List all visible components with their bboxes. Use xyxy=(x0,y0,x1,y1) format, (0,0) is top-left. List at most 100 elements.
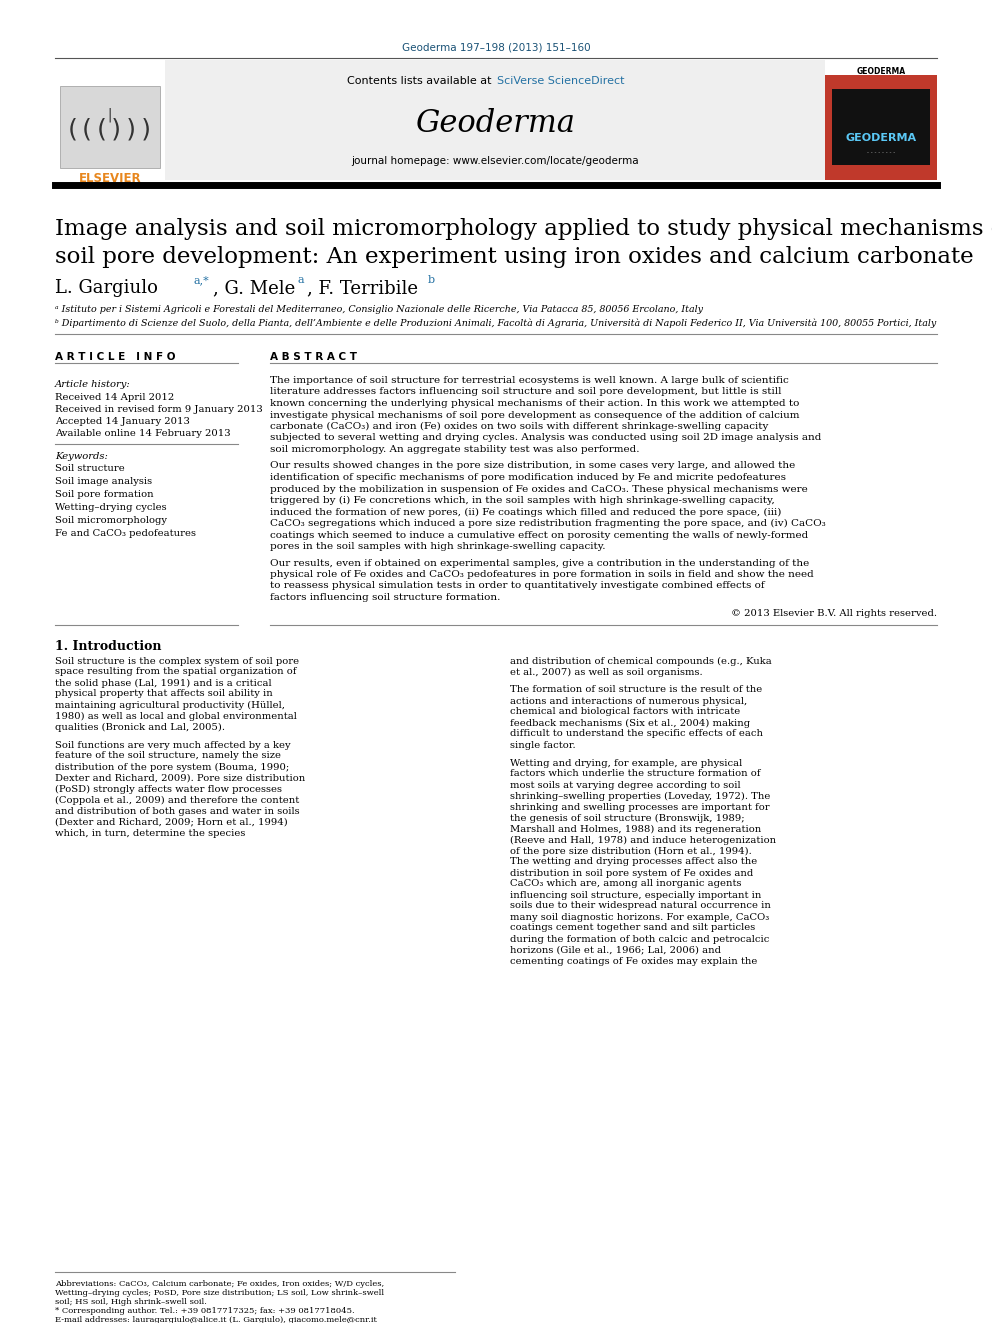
Text: Abbreviations: CaCO₃, Calcium carbonate; Fe oxides, Iron oxides; W/D cycles,: Abbreviations: CaCO₃, Calcium carbonate;… xyxy=(55,1279,384,1289)
Text: difficult to understand the specific effects of each: difficult to understand the specific eff… xyxy=(510,729,763,738)
Text: pores in the soil samples with high shrinkage-swelling capacity.: pores in the soil samples with high shri… xyxy=(270,542,605,550)
Text: soil micromorphology. An aggregate stability test was also performed.: soil micromorphology. An aggregate stabi… xyxy=(270,445,640,454)
Text: Received in revised form 9 January 2013: Received in revised form 9 January 2013 xyxy=(55,405,263,414)
FancyBboxPatch shape xyxy=(832,89,930,165)
Text: ᵃ Istituto per i Sistemi Agricoli e Forestali del Mediterraneo, Consiglio Nazion: ᵃ Istituto per i Sistemi Agricoli e Fore… xyxy=(55,306,703,314)
Text: Article history:: Article history: xyxy=(55,380,131,389)
Text: subjected to several wetting and drying cycles. Analysis was conducted using soi: subjected to several wetting and drying … xyxy=(270,434,821,442)
Text: ((())): ((())) xyxy=(65,118,155,142)
Text: maintaining agricultural productivity (Hüllel,: maintaining agricultural productivity (H… xyxy=(55,700,285,709)
Text: single factor.: single factor. xyxy=(510,741,575,750)
FancyBboxPatch shape xyxy=(165,60,825,180)
Text: distribution in soil pore system of Fe oxides and: distribution in soil pore system of Fe o… xyxy=(510,868,753,877)
Text: Soil pore formation: Soil pore formation xyxy=(55,490,154,499)
Text: physical property that affects soil ability in: physical property that affects soil abil… xyxy=(55,689,273,699)
Text: soil pore development: An experiment using iron oxides and calcium carbonate: soil pore development: An experiment usi… xyxy=(55,246,973,269)
Text: Wetting and drying, for example, are physical: Wetting and drying, for example, are phy… xyxy=(510,758,742,767)
Text: Available online 14 February 2013: Available online 14 February 2013 xyxy=(55,429,230,438)
Text: Dexter and Richard, 2009). Pore size distribution: Dexter and Richard, 2009). Pore size dis… xyxy=(55,774,306,782)
Text: The wetting and drying processes affect also the: The wetting and drying processes affect … xyxy=(510,857,757,867)
Text: Soil structure: Soil structure xyxy=(55,464,125,474)
Text: Soil functions are very much affected by a key: Soil functions are very much affected by… xyxy=(55,741,291,750)
Text: soils due to their widespread natural occurrence in: soils due to their widespread natural oc… xyxy=(510,901,771,910)
Text: GEODERMA: GEODERMA xyxy=(856,67,906,75)
Text: b: b xyxy=(428,275,435,284)
Text: space resulting from the spatial organization of: space resulting from the spatial organiz… xyxy=(55,668,297,676)
Text: during the formation of both calcic and petrocalcic: during the formation of both calcic and … xyxy=(510,934,770,943)
Text: to reassess physical simulation tests in order to quantitatively investigate com: to reassess physical simulation tests in… xyxy=(270,582,765,590)
Text: the solid phase (Lal, 1991) and is a critical: the solid phase (Lal, 1991) and is a cri… xyxy=(55,679,272,688)
Text: Image analysis and soil micromorphology applied to study physical mechanisms of: Image analysis and soil micromorphology … xyxy=(55,218,992,239)
Text: investigate physical mechanisms of soil pore development as consequence of the a: investigate physical mechanisms of soil … xyxy=(270,410,800,419)
Text: Soil micromorphology: Soil micromorphology xyxy=(55,516,167,525)
Text: Accepted 14 January 2013: Accepted 14 January 2013 xyxy=(55,417,189,426)
Text: carbonate (CaCO₃) and iron (Fe) oxides on two soils with different shrinkage-swe: carbonate (CaCO₃) and iron (Fe) oxides o… xyxy=(270,422,769,431)
Text: ELSEVIER: ELSEVIER xyxy=(78,172,141,185)
Text: Geoderma 197–198 (2013) 151–160: Geoderma 197–198 (2013) 151–160 xyxy=(402,42,590,52)
Text: (Dexter and Richard, 2009; Horn et al., 1994): (Dexter and Richard, 2009; Horn et al., … xyxy=(55,818,288,827)
Text: CaCO₃ segregations which induced a pore size redistribution fragmenting the pore: CaCO₃ segregations which induced a pore … xyxy=(270,519,825,528)
Text: Wetting–drying cycles; PoSD, Pore size distribution; LS soil, Low shrink–swell: Wetting–drying cycles; PoSD, Pore size d… xyxy=(55,1289,384,1297)
Text: feedback mechanisms (Six et al., 2004) making: feedback mechanisms (Six et al., 2004) m… xyxy=(510,718,750,728)
Text: a: a xyxy=(297,275,304,284)
Text: Wetting–drying cycles: Wetting–drying cycles xyxy=(55,503,167,512)
Text: soil; HS soil, High shrink–swell soil.: soil; HS soil, High shrink–swell soil. xyxy=(55,1298,207,1306)
Text: triggered by (i) Fe concretions which, in the soil samples with high shrinkage-s: triggered by (i) Fe concretions which, i… xyxy=(270,496,775,505)
Text: shrinking–swelling properties (Loveday, 1972). The: shrinking–swelling properties (Loveday, … xyxy=(510,791,771,800)
Text: shrinking and swelling processes are important for: shrinking and swelling processes are imp… xyxy=(510,803,770,811)
Text: factors which underlie the structure formation of: factors which underlie the structure for… xyxy=(510,770,761,778)
Text: which, in turn, determine the species: which, in turn, determine the species xyxy=(55,828,245,837)
Text: produced by the mobilization in suspension of Fe oxides and CaCO₃. These physica: produced by the mobilization in suspensi… xyxy=(270,484,807,493)
Text: (PoSD) strongly affects water flow processes: (PoSD) strongly affects water flow proce… xyxy=(55,785,282,794)
Text: GEODERMA: GEODERMA xyxy=(845,134,917,143)
Text: © 2013 Elsevier B.V. All rights reserved.: © 2013 Elsevier B.V. All rights reserved… xyxy=(731,610,937,618)
Text: actions and interactions of numerous physical,: actions and interactions of numerous phy… xyxy=(510,696,747,705)
Text: induced the formation of new pores, (ii) Fe coatings which filled and reduced th: induced the formation of new pores, (ii)… xyxy=(270,508,782,516)
Text: The importance of soil structure for terrestrial ecosystems is well known. A lar: The importance of soil structure for ter… xyxy=(270,376,789,385)
Text: Received 14 April 2012: Received 14 April 2012 xyxy=(55,393,175,402)
Text: the genesis of soil structure (Bronswijk, 1989;: the genesis of soil structure (Bronswijk… xyxy=(510,814,745,823)
Text: |: | xyxy=(106,107,114,122)
Text: The formation of soil structure is the result of the: The formation of soil structure is the r… xyxy=(510,685,762,695)
Text: factors influencing soil structure formation.: factors influencing soil structure forma… xyxy=(270,593,500,602)
Text: chemical and biological factors with intricate: chemical and biological factors with int… xyxy=(510,708,740,717)
Text: CaCO₃ which are, among all inorganic agents: CaCO₃ which are, among all inorganic age… xyxy=(510,880,741,889)
Text: and distribution of both gases and water in soils: and distribution of both gases and water… xyxy=(55,807,300,815)
Text: a,*: a,* xyxy=(194,275,209,284)
Text: (Coppola et al., 2009) and therefore the content: (Coppola et al., 2009) and therefore the… xyxy=(55,795,300,804)
Text: 1980) as well as local and global environmental: 1980) as well as local and global enviro… xyxy=(55,712,297,721)
Text: E-mail addresses: lauragargiulo@alice.it (L. Gargiulo), giacomo.mele@cnr.it: E-mail addresses: lauragargiulo@alice.it… xyxy=(55,1316,377,1323)
Text: literature addresses factors influencing soil structure and soil pore developmen: literature addresses factors influencing… xyxy=(270,388,782,397)
Text: 1. Introduction: 1. Introduction xyxy=(55,640,162,654)
Text: qualities (Bronick and Lal, 2005).: qualities (Bronick and Lal, 2005). xyxy=(55,722,225,732)
Text: Our results showed changes in the pore size distribution, in some cases very lar: Our results showed changes in the pore s… xyxy=(270,462,796,471)
Text: - - - - - - - -: - - - - - - - - xyxy=(867,151,895,156)
Text: A R T I C L E   I N F O: A R T I C L E I N F O xyxy=(55,352,176,363)
Text: and distribution of chemical compounds (e.g., Kuka: and distribution of chemical compounds (… xyxy=(510,656,772,665)
Text: (Reeve and Hall, 1978) and induce heterogenization: (Reeve and Hall, 1978) and induce hetero… xyxy=(510,836,776,844)
Text: Geoderma: Geoderma xyxy=(415,108,575,139)
Text: , F. Terribile: , F. Terribile xyxy=(307,279,424,296)
Text: coatings cement together sand and silt particles: coatings cement together sand and silt p… xyxy=(510,923,755,933)
Text: many soil diagnostic horizons. For example, CaCO₃: many soil diagnostic horizons. For examp… xyxy=(510,913,769,922)
Text: horizons (Gile et al., 1966; Lal, 2006) and: horizons (Gile et al., 1966; Lal, 2006) … xyxy=(510,946,721,954)
Text: most soils at varying degree according to soil: most soils at varying degree according t… xyxy=(510,781,741,790)
Text: known concerning the underlying physical mechanisms of their action. In this wor: known concerning the underlying physical… xyxy=(270,400,800,407)
Text: A B S T R A C T: A B S T R A C T xyxy=(270,352,357,363)
Text: feature of the soil structure, namely the size: feature of the soil structure, namely th… xyxy=(55,751,281,761)
Text: distribution of the pore system (Bouma, 1990;: distribution of the pore system (Bouma, … xyxy=(55,762,290,771)
Text: of the pore size distribution (Horn et al., 1994).: of the pore size distribution (Horn et a… xyxy=(510,847,752,856)
Text: SciVerse ScienceDirect: SciVerse ScienceDirect xyxy=(497,75,625,86)
Text: Fe and CaCO₃ pedofeatures: Fe and CaCO₃ pedofeatures xyxy=(55,529,196,538)
Text: , G. Mele: , G. Mele xyxy=(213,279,301,296)
Text: physical role of Fe oxides and CaCO₃ pedofeatures in pore formation in soils in : physical role of Fe oxides and CaCO₃ ped… xyxy=(270,570,813,579)
Text: identification of specific mechanisms of pore modification induced by Fe and mic: identification of specific mechanisms of… xyxy=(270,474,786,482)
Text: Keywords:: Keywords: xyxy=(55,452,108,460)
Text: * Corresponding author. Tel.: +39 0817717325; fax: +39 0817718045.: * Corresponding author. Tel.: +39 081771… xyxy=(55,1307,354,1315)
Text: Our results, even if obtained on experimental samples, give a contribution in th: Our results, even if obtained on experim… xyxy=(270,558,809,568)
Text: Soil image analysis: Soil image analysis xyxy=(55,478,152,486)
Text: coatings which seemed to induce a cumulative effect on porosity cementing the wa: coatings which seemed to induce a cumula… xyxy=(270,531,808,540)
Text: Contents lists available at: Contents lists available at xyxy=(347,75,495,86)
Text: Marshall and Holmes, 1988) and its regeneration: Marshall and Holmes, 1988) and its regen… xyxy=(510,824,761,833)
Text: influencing soil structure, especially important in: influencing soil structure, especially i… xyxy=(510,890,762,900)
